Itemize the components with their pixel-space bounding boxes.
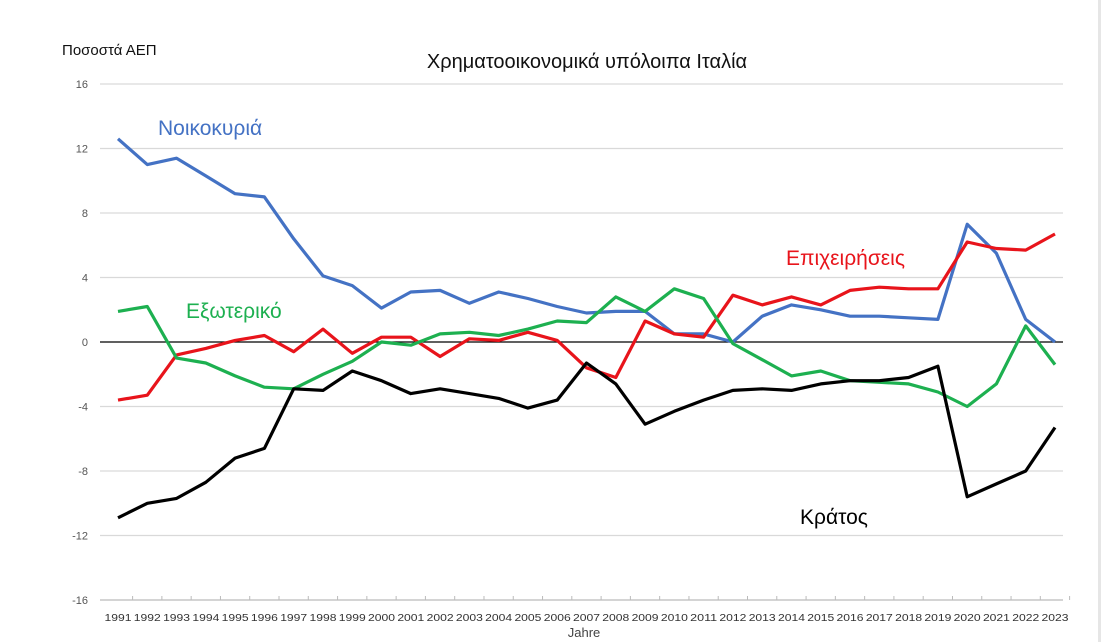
- series-label-government: Κράτος: [800, 506, 868, 529]
- right-border: [1098, 0, 1101, 642]
- x-axis-label: Jahre: [568, 625, 601, 640]
- series-label-external: Εξωτερικό: [186, 300, 282, 323]
- y-tick-label: -12: [72, 531, 88, 543]
- x-tick-label: 2003: [456, 613, 484, 624]
- x-tick-label: 2005: [514, 613, 542, 624]
- x-tick-label: 2013: [749, 613, 777, 624]
- series-lines: [116, 137, 1057, 520]
- x-tick-label: 2023: [1042, 613, 1070, 624]
- x-tick-label: 2017: [866, 613, 894, 624]
- x-tick-label: 2019: [924, 613, 952, 624]
- y-tick-label: -8: [78, 466, 88, 478]
- series-line-external: [117, 287, 1057, 409]
- x-tick-label: 2008: [602, 613, 630, 624]
- x-tick-label: 1999: [339, 613, 367, 624]
- x-tick-label: 1997: [280, 613, 308, 624]
- series-line-households: [116, 137, 1056, 344]
- y-tick-label: 0: [82, 337, 88, 349]
- x-tick-label: 2014: [778, 613, 806, 624]
- x-tick-label: 2009: [632, 613, 660, 624]
- y-tick-label: -16: [72, 595, 88, 607]
- y-tick-label: 16: [76, 79, 88, 91]
- series-label-households: Νοικοκυριά: [158, 117, 262, 140]
- x-tick-label: 1992: [134, 613, 162, 624]
- gridlines: [100, 83, 1071, 601]
- x-tick-label: 2001: [397, 613, 425, 624]
- y-tick-label: -4: [78, 402, 88, 414]
- x-tick-label: 1998: [309, 613, 337, 624]
- x-tick-label: 1995: [222, 613, 250, 624]
- series-label-businesses: Επιχειρήσεις: [786, 247, 905, 270]
- series-line-government: [117, 361, 1057, 520]
- x-tick-label: 2011: [690, 613, 718, 624]
- x-tick-label: 2022: [1012, 613, 1040, 624]
- chart-title: Χρηματοοικονομικά υπόλοιπα Ιταλία: [427, 51, 747, 73]
- x-tick-label: 1994: [192, 613, 220, 624]
- y-axis-label: Ποσοστά ΑΕΠ: [62, 42, 157, 59]
- x-tick-label: 1996: [251, 613, 279, 624]
- x-tick-label: 2002: [427, 613, 455, 624]
- y-tick-label: 4: [82, 273, 88, 285]
- x-tick-label: 2006: [544, 613, 572, 624]
- x-tick-label: 1991: [105, 613, 133, 624]
- x-tick-label: 2016: [837, 613, 865, 624]
- x-tick-label: 2015: [807, 613, 835, 624]
- x-tick-label: 2018: [895, 613, 923, 624]
- x-tick-label: 2021: [983, 613, 1011, 624]
- series-line-businesses: [117, 232, 1056, 402]
- x-tick-label: 2004: [485, 613, 513, 624]
- x-tick-label: 1993: [163, 613, 191, 624]
- x-tick-labels: 1991 1992 1993 1994 1995 1996 1997 1998 1999 2000…: [105, 613, 1070, 624]
- x-tick-label: 2000: [368, 613, 396, 624]
- x-tick-label: 2012: [719, 613, 747, 624]
- x-tick-label: 2007: [573, 613, 601, 624]
- y-tick-labels: 16 12 8 4 0 -4 -8 -12 -16: [72, 79, 88, 607]
- y-tick-label: 8: [82, 208, 88, 220]
- x-tick-label: 2020: [954, 613, 982, 624]
- x-tick-label: 2010: [661, 613, 689, 624]
- y-tick-label: 12: [76, 144, 88, 156]
